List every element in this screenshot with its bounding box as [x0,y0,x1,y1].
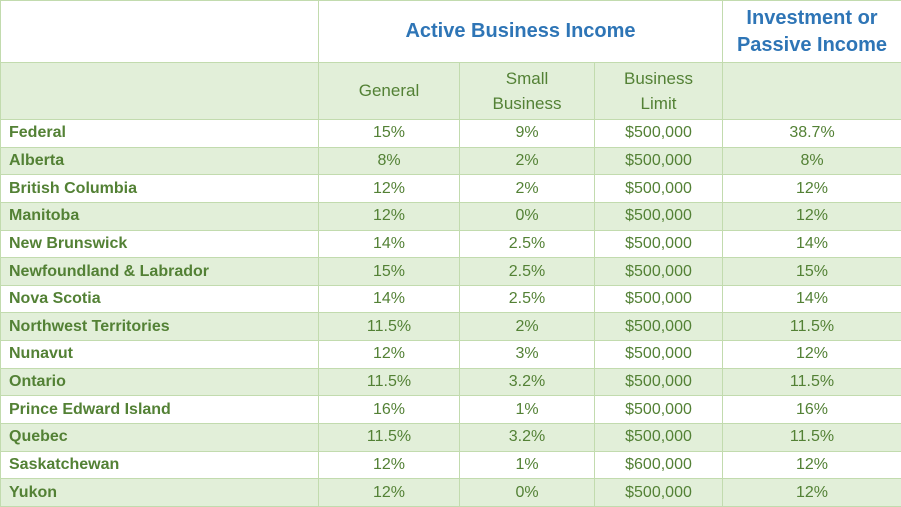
cell-business-limit: $600,000 [594,450,723,480]
row-federal: Federal 15% 9% $500,000 38.7% [0,119,901,148]
cell-general-rate: 11.5% [318,423,460,452]
row-quebec: Quebec 11.5% 3.2% $500,000 11.5% [0,423,901,452]
cell-general-rate: 15% [318,257,460,286]
cell-business-limit: $500,000 [594,146,723,176]
blank-subheader-cell [0,62,319,120]
subheader-row: General Small Business Business Limit [0,62,901,120]
cell-investment-rate: 11.5% [722,367,901,397]
cell-small-business-rate: 2.5% [459,284,595,314]
cell-business-limit: $500,000 [594,478,723,507]
cell-general-rate: 12% [318,450,460,480]
cell-general-rate: 12% [318,174,460,203]
cell-business-limit: $500,000 [594,257,723,286]
cell-business-limit: $500,000 [594,174,723,203]
cell-business-limit: $500,000 [594,284,723,314]
blank-header-cell [0,0,319,63]
cell-general-rate: 16% [318,395,460,425]
cell-business-limit: $500,000 [594,367,723,397]
cell-small-business-rate: 9% [459,119,595,148]
cell-investment-rate: 12% [722,201,901,231]
cell-small-business-rate: 1% [459,395,595,425]
cell-general-rate: 11.5% [318,367,460,397]
cell-jurisdiction: Alberta [0,146,319,176]
subheader-general: General [318,62,460,120]
row-nova-scotia: Nova Scotia 14% 2.5% $500,000 14% [0,284,901,314]
header-group-row: Active Business Income Investment or Pas… [0,0,901,63]
row-newfoundland-labrador: Newfoundland & Labrador 15% 2.5% $500,00… [0,257,901,286]
row-northwest-territories: Northwest Territories 11.5% 2% $500,000 … [0,312,901,342]
cell-general-rate: 14% [318,229,460,259]
subheader-small-business: Small Business [459,62,595,120]
cell-jurisdiction: Quebec [0,423,319,452]
subheader-business-limit-label: Business Limit [624,68,693,114]
cell-investment-rate: 15% [722,257,901,286]
cell-investment-rate: 11.5% [722,312,901,342]
cell-investment-rate: 16% [722,395,901,425]
cell-investment-rate: 14% [722,229,901,259]
cell-general-rate: 12% [318,340,460,369]
row-new-brunswick: New Brunswick 14% 2.5% $500,000 14% [0,229,901,259]
cell-jurisdiction: Northwest Territories [0,312,319,342]
row-manitoba: Manitoba 12% 0% $500,000 12% [0,201,901,231]
cell-small-business-rate: 0% [459,201,595,231]
header-investment-passive-income-label: Investment or Passive Income [736,6,888,56]
cell-investment-rate: 12% [722,450,901,480]
cell-jurisdiction: Newfoundland & Labrador [0,257,319,286]
cell-small-business-rate: 2.5% [459,229,595,259]
cell-general-rate: 15% [318,119,460,148]
cell-jurisdiction: Manitoba [0,201,319,231]
cell-small-business-rate: 0% [459,478,595,507]
cell-small-business-rate: 2% [459,174,595,203]
cell-general-rate: 14% [318,284,460,314]
cell-investment-rate: 8% [722,146,901,176]
cell-investment-rate: 14% [722,284,901,314]
cell-general-rate: 12% [318,478,460,507]
cell-business-limit: $500,000 [594,423,723,452]
cell-small-business-rate: 2.5% [459,257,595,286]
row-british-columbia: British Columbia 12% 2% $500,000 12% [0,174,901,203]
cell-jurisdiction: Federal [0,119,319,148]
row-nunavut: Nunavut 12% 3% $500,000 12% [0,340,901,369]
cell-general-rate: 12% [318,201,460,231]
row-saskatchewan: Saskatchewan 12% 1% $600,000 12% [0,450,901,480]
cell-investment-rate: 11.5% [722,423,901,452]
subheader-small-business-label: Small Business [492,68,562,114]
cell-small-business-rate: 3.2% [459,423,595,452]
cell-business-limit: $500,000 [594,340,723,369]
cell-small-business-rate: 3% [459,340,595,369]
cell-general-rate: 11.5% [318,312,460,342]
cell-jurisdiction: Nova Scotia [0,284,319,314]
cell-small-business-rate: 2% [459,312,595,342]
cell-jurisdiction: Yukon [0,478,319,507]
cell-investment-rate: 38.7% [722,119,901,148]
row-alberta: Alberta 8% 2% $500,000 8% [0,146,901,176]
row-ontario: Ontario 11.5% 3.2% $500,000 11.5% [0,367,901,397]
cell-investment-rate: 12% [722,174,901,203]
cell-jurisdiction: Prince Edward Island [0,395,319,425]
row-yukon: Yukon 12% 0% $500,000 12% [0,478,901,507]
blank-subheader-cell-right [722,62,901,120]
cell-business-limit: $500,000 [594,312,723,342]
cell-jurisdiction: New Brunswick [0,229,319,259]
cell-investment-rate: 12% [722,340,901,369]
header-active-business-income: Active Business Income [318,0,723,63]
row-prince-edward-island: Prince Edward Island 16% 1% $500,000 16% [0,395,901,425]
subheader-business-limit: Business Limit [594,62,723,120]
cell-business-limit: $500,000 [594,395,723,425]
cell-investment-rate: 12% [722,478,901,507]
cell-general-rate: 8% [318,146,460,176]
cell-jurisdiction: Nunavut [0,340,319,369]
cell-business-limit: $500,000 [594,201,723,231]
cell-small-business-rate: 2% [459,146,595,176]
header-investment-passive-income: Investment or Passive Income [722,0,901,63]
cell-jurisdiction: Saskatchewan [0,450,319,480]
cell-jurisdiction: British Columbia [0,174,319,203]
cell-small-business-rate: 1% [459,450,595,480]
cell-small-business-rate: 3.2% [459,367,595,397]
cell-business-limit: $500,000 [594,119,723,148]
cell-business-limit: $500,000 [594,229,723,259]
cell-jurisdiction: Ontario [0,367,319,397]
